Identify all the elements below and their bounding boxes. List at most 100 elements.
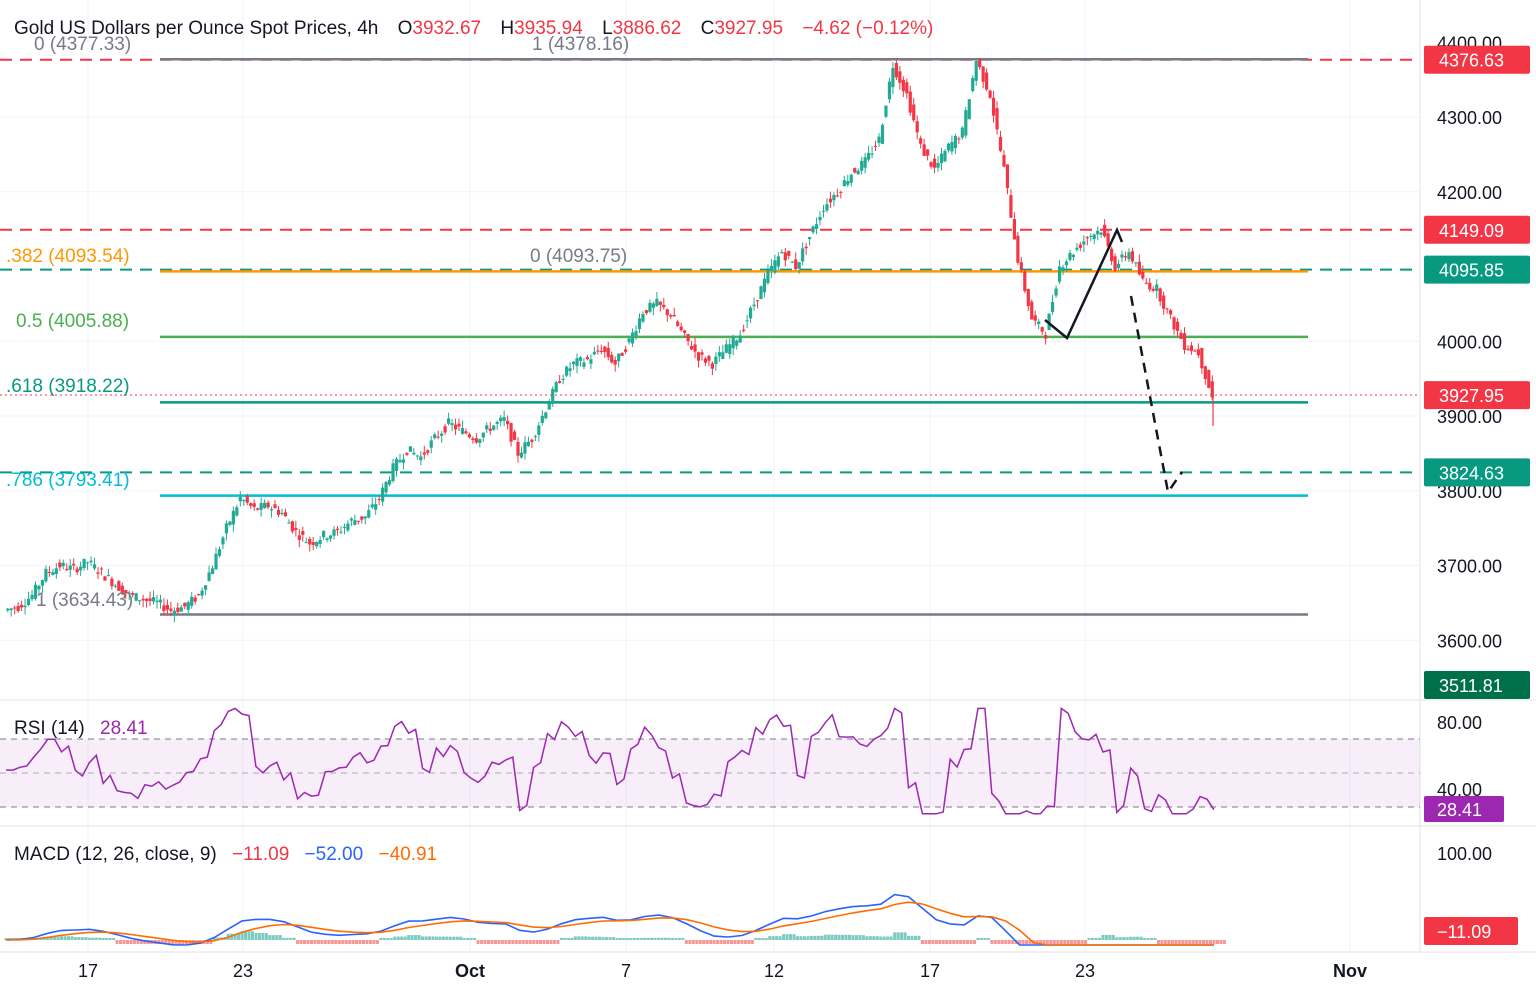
macd-hist-bar [171, 940, 175, 944]
candle-body [853, 168, 857, 173]
macd-hist-bar [827, 934, 831, 940]
candle-body [464, 431, 468, 434]
macd-hist-bar [1111, 934, 1115, 940]
fib-label-2: .382 (4093.54) [6, 246, 130, 267]
macd-hist-bar [972, 940, 976, 944]
candle-body [315, 542, 319, 547]
macd-hist-bar [1007, 940, 1011, 944]
macd-hist-bar [1177, 940, 1181, 944]
candle-body [120, 585, 124, 595]
macd-hist-bar [723, 940, 727, 944]
candle-body [766, 269, 770, 284]
macd-hist-bar [348, 940, 352, 944]
macd-hist-bar [920, 940, 924, 944]
candle-body [252, 503, 256, 507]
candle-body [58, 562, 62, 568]
macd-hist-bar [431, 936, 435, 940]
rsi-value: 28.41 [100, 718, 148, 739]
macd-hist-bar [549, 940, 553, 944]
macd-hist-bar [789, 934, 793, 940]
candle-body [714, 356, 718, 364]
macd-hist-bar [1021, 940, 1025, 944]
low-label: L [602, 18, 613, 39]
candle-body [446, 418, 451, 424]
macd-hist-bar [643, 937, 647, 940]
macd-hist-bar [851, 935, 855, 940]
price-tick-4: 3900.00 [1437, 407, 1502, 427]
macd-hist-bar [98, 937, 102, 940]
macd-hist-bar [493, 940, 497, 944]
macd-value-tag [1424, 917, 1518, 945]
legend-header: Gold US Dollars per Ounce Spot Prices, 4… [14, 18, 933, 39]
candle-body [207, 572, 211, 581]
macd-hist-bar [254, 933, 258, 940]
macd-hist-bar [362, 940, 366, 944]
macd-hist-bar [945, 940, 949, 944]
candle-body [603, 346, 607, 353]
rsi-line [5, 707, 1215, 815]
candle-body [790, 261, 794, 263]
candle-body [106, 575, 111, 577]
macd-hist-bar [931, 940, 935, 944]
candle-body [422, 452, 426, 455]
macd-hist-bar [559, 937, 563, 940]
candle-body [360, 516, 364, 520]
candle-body [297, 535, 301, 540]
macd-hist-bar [389, 938, 393, 940]
candle-body [964, 110, 968, 136]
fibonacci-retracement[interactable] [160, 57, 1308, 616]
candle-body [505, 420, 510, 425]
macd-hist-bar [289, 937, 293, 940]
candle-body [748, 307, 753, 319]
candle-body [839, 191, 843, 193]
candle-body [1082, 241, 1086, 245]
macd-hist-bar [670, 938, 674, 940]
candle-body [9, 608, 13, 611]
macd-hist-bar [1205, 940, 1209, 944]
candle-body [1113, 256, 1117, 271]
candle-body [912, 104, 916, 121]
candle-body [582, 362, 586, 367]
candle-body [429, 440, 433, 448]
macd-hist-bar [539, 940, 543, 944]
macd-hist-bar [247, 931, 251, 940]
candle-body [589, 359, 593, 364]
candle-body [1002, 155, 1006, 167]
candle-body [134, 593, 138, 601]
candle-body [186, 602, 190, 610]
time-tick-4: 12 [764, 961, 784, 981]
time-axis[interactable]: 17 23 Oct 7 12 17 23 Nov [78, 961, 1367, 981]
price-tick-2: 4200.00 [1437, 183, 1502, 203]
candle-body [731, 336, 735, 349]
macd-hist-bar [938, 940, 942, 944]
candle-body [755, 300, 760, 302]
macd-hist-bar [296, 940, 300, 944]
macd-hist-bar [1028, 940, 1032, 944]
macd-hist-bar [299, 940, 303, 944]
candle-body [276, 509, 281, 515]
price-axis[interactable]: 4400.004300.004200.004000.003900.003800.… [1437, 33, 1502, 651]
macd-hist-bar [403, 936, 407, 940]
macd-hist-bar [1132, 936, 1136, 940]
macd-hist-bar [1139, 936, 1143, 940]
candle-body [644, 310, 649, 314]
time-tick-2: Oct [455, 961, 485, 981]
price-tag-text-0: 4376.63 [1439, 51, 1504, 71]
macd-hist-bar [459, 936, 463, 940]
candle-body [832, 195, 836, 201]
time-tick-7: Nov [1333, 961, 1367, 981]
candle-body [804, 246, 808, 249]
macd-hist-bar [879, 936, 883, 940]
macd-hist-bar [160, 940, 164, 944]
candle-body [814, 224, 819, 229]
macd-hist-bar [573, 936, 577, 940]
macd-hist-bar [705, 940, 709, 944]
macd-hist-bar [792, 934, 796, 940]
macd-hist-bar [1222, 940, 1226, 944]
macd-hist-bar [143, 940, 147, 944]
drawing-solid-path[interactable] [1044, 226, 1124, 340]
macd-hist-bar [250, 931, 254, 940]
macd-hist-bar [865, 936, 869, 940]
candle-body [842, 180, 846, 187]
